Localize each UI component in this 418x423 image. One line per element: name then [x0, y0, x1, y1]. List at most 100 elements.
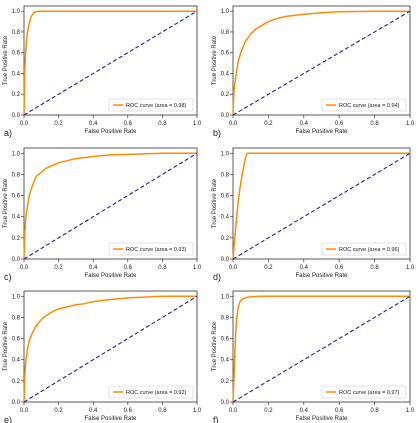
- x-tick-label: 0.0: [229, 121, 238, 127]
- y-axis-label: True Positive Rate: [212, 178, 218, 228]
- x-tick-label: 0.6: [124, 121, 133, 127]
- x-tick-label: 1.0: [406, 121, 415, 127]
- y-tick-label: 0.0: [221, 257, 230, 263]
- y-tick-label: 1.0: [221, 9, 230, 15]
- roc-curve-line: [232, 10, 410, 116]
- x-tick-label: 0.2: [54, 408, 63, 414]
- x-tick-label: 0.4: [300, 265, 309, 271]
- y-tick-label: 0.4: [12, 358, 21, 364]
- x-tick-label: 0.2: [264, 408, 273, 414]
- y-axis-label: True Positive Rate: [3, 35, 9, 85]
- y-axis-label: True Positive Rate: [212, 321, 218, 371]
- roc-panel: 0.0 0.2 0.4 0.6 0.8 1.0 0.0 0.2 0.4 0.6 0.8 1.0 Fals…: [3, 5, 202, 138]
- roc-curve-line: [23, 295, 197, 403]
- x-tick-label: 1.0: [193, 121, 202, 127]
- y-tick-label: 0.8: [12, 315, 21, 321]
- y-tick-label: 0.0: [12, 400, 21, 406]
- y-axis-label: True Positive Rate: [3, 178, 9, 228]
- legend-label: ROC curve (area = 0.98): [126, 103, 187, 109]
- x-tick-label: 0.4: [89, 408, 98, 414]
- y-tick-label: 1.0: [12, 151, 21, 157]
- x-axis-label: False Positive Rate: [85, 416, 137, 422]
- y-tick-label: 0.2: [221, 236, 230, 242]
- legend-box: [108, 385, 194, 399]
- x-tick-label: 0.6: [335, 408, 344, 414]
- y-tick-label: 0.4: [221, 358, 230, 364]
- panel-letter: c): [4, 272, 12, 282]
- y-tick-label: 0.0: [221, 113, 230, 119]
- panel-letter: b): [213, 128, 221, 138]
- x-tick-label: 0.4: [89, 121, 98, 127]
- y-tick-label: 0.2: [12, 92, 21, 98]
- chance-diagonal-line: [23, 10, 198, 116]
- chance-diagonal-line: [232, 152, 411, 260]
- roc-panel: 0.0 0.2 0.4 0.6 0.8 1.0 0.0 0.2 0.4 0.6 0.8 1.0 Fals…: [212, 290, 415, 423]
- x-tick-label: 0.2: [264, 121, 273, 127]
- x-tick-label: 0.2: [54, 121, 63, 127]
- x-tick-label: 1.0: [406, 265, 415, 271]
- roc-panel: 0.0 0.2 0.4 0.6 0.8 1.0 0.0 0.2 0.4 0.6 0.8 1.0 Fals…: [3, 290, 202, 423]
- y-tick-label: 0.8: [12, 172, 21, 178]
- chance-diagonal-line: [23, 295, 198, 403]
- plot-area: [23, 147, 198, 260]
- x-tick-label: 0.4: [89, 265, 98, 271]
- plot-area: [23, 5, 198, 116]
- y-tick-label: 0.4: [12, 71, 21, 77]
- x-tick-label: 0.0: [229, 265, 238, 271]
- panel-letter: e): [4, 415, 12, 423]
- roc-panel: 0.0 0.2 0.4 0.6 0.8 1.0 0.0 0.2 0.4 0.6 0.8 1.0 Fals…: [212, 147, 415, 282]
- x-tick-label: 1.0: [193, 265, 202, 271]
- plot-area: [232, 147, 411, 260]
- y-tick-label: 0.8: [221, 30, 230, 36]
- x-axis-label: False Positive Rate: [85, 129, 137, 135]
- y-tick-label: 0.2: [221, 379, 230, 385]
- y-tick-label: 0.6: [221, 194, 230, 200]
- y-tick-label: 0.6: [12, 194, 21, 200]
- chance-diagonal-line: [232, 295, 411, 403]
- y-tick-label: 0.0: [12, 257, 21, 263]
- x-tick-label: 0.8: [158, 408, 167, 414]
- y-axis-label: True Positive Rate: [3, 321, 9, 371]
- y-tick-label: 0.8: [12, 30, 21, 36]
- roc-curve-line: [23, 10, 197, 116]
- y-tick-label: 1.0: [221, 294, 230, 300]
- roc-curve-line: [23, 152, 197, 260]
- x-tick-label: 0.8: [158, 265, 167, 271]
- y-tick-label: 1.0: [12, 294, 21, 300]
- y-tick-label: 0.4: [221, 71, 230, 77]
- x-tick-label: 0.6: [335, 121, 344, 127]
- panel-letter: a): [4, 128, 12, 138]
- x-axis-label: False Positive Rate: [296, 273, 348, 279]
- x-tick-label: 0.0: [20, 408, 29, 414]
- y-tick-label: 0.6: [12, 51, 21, 57]
- x-tick-label: 0.0: [20, 265, 29, 271]
- y-tick-label: 0.8: [221, 315, 230, 321]
- plot-area: [23, 290, 198, 403]
- y-tick-label: 0.2: [12, 236, 21, 242]
- x-tick-label: 0.4: [300, 121, 309, 127]
- y-tick-label: 0.0: [12, 113, 21, 119]
- y-tick-label: 0.0: [221, 400, 230, 406]
- y-tick-label: 0.4: [12, 215, 21, 221]
- x-tick-label: 0.8: [158, 121, 167, 127]
- legend-label: ROC curve (area = 0.94): [339, 103, 400, 109]
- y-tick-label: 0.6: [221, 51, 230, 57]
- y-tick-label: 0.2: [221, 92, 230, 98]
- x-tick-label: 0.4: [300, 408, 309, 414]
- y-tick-label: 0.6: [221, 337, 230, 343]
- legend-box: [321, 242, 407, 256]
- y-tick-label: 1.0: [12, 9, 21, 15]
- x-tick-label: 0.8: [370, 408, 379, 414]
- roc-curve-line: [232, 152, 410, 260]
- panel-letter: d): [213, 272, 221, 282]
- y-tick-label: 0.4: [221, 215, 230, 221]
- roc-panel: 0.0 0.2 0.4 0.6 0.8 1.0 0.0 0.2 0.4 0.6 0.8 1.0 Fals…: [212, 5, 415, 138]
- x-tick-label: 0.8: [370, 121, 379, 127]
- x-tick-label: 0.6: [124, 408, 133, 414]
- x-tick-label: 0.0: [20, 121, 29, 127]
- legend-box: [108, 242, 194, 256]
- legend-label: ROC curve (area = 0.97): [339, 390, 400, 396]
- x-axis-label: False Positive Rate: [85, 273, 137, 279]
- x-axis-label: False Positive Rate: [296, 129, 348, 135]
